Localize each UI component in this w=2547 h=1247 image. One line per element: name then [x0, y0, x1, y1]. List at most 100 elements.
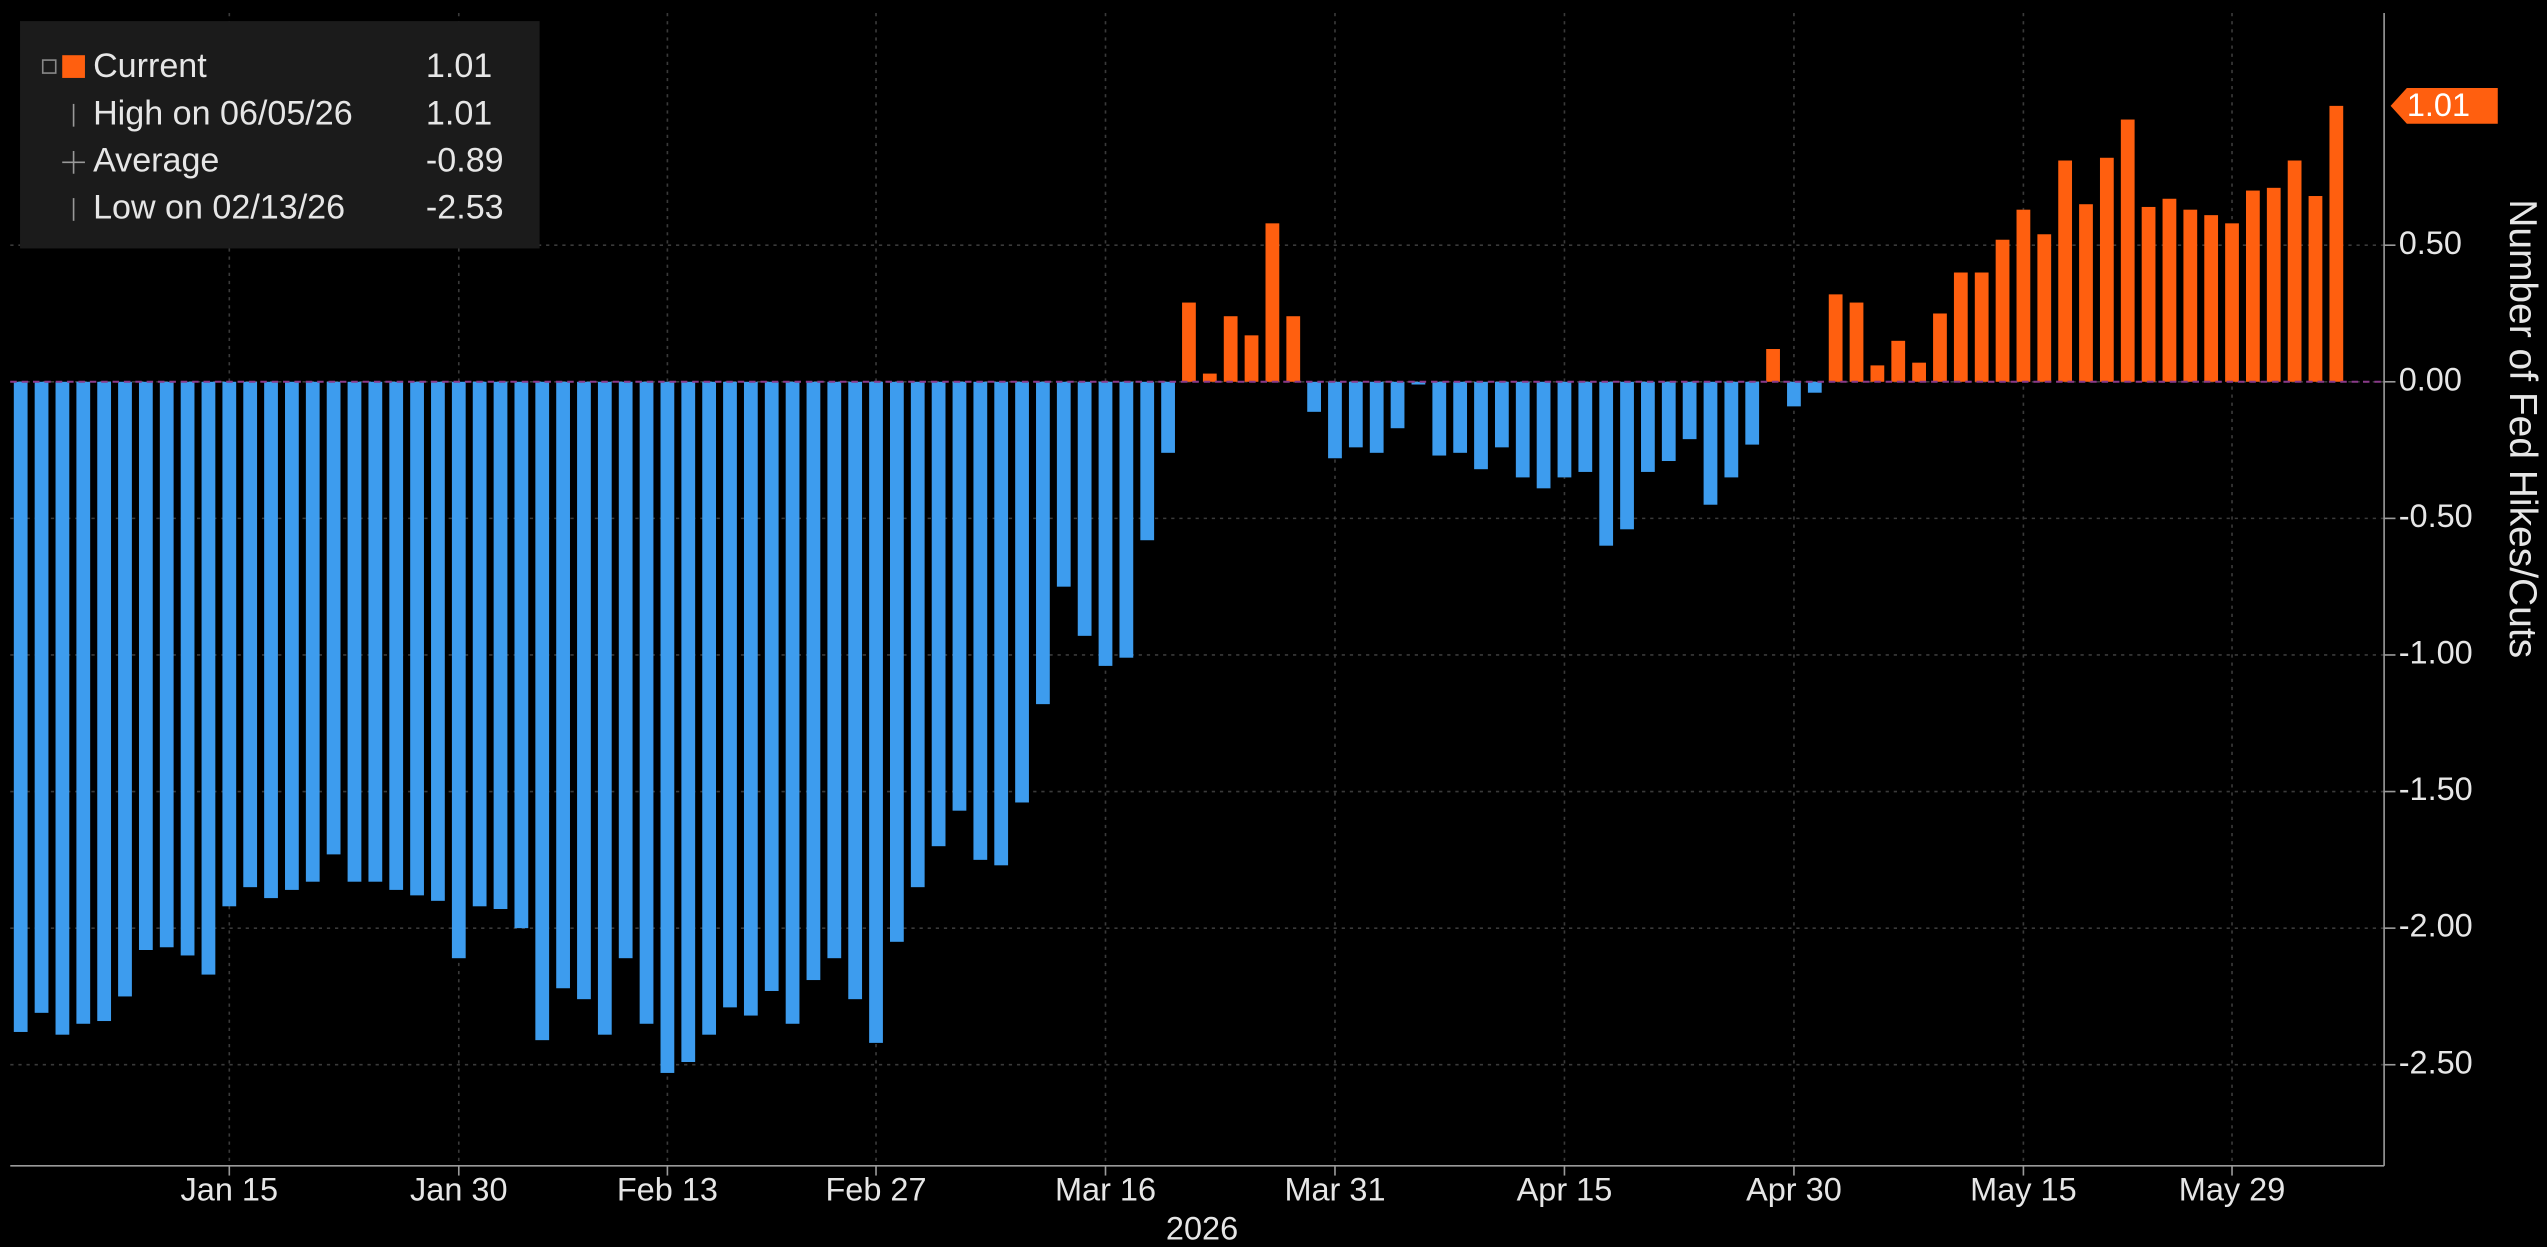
axis-layer: 0.50 0.00 -0.50 -1.00 -1.50 -2.00 -2.50 Jan 15 J… [10, 12, 2544, 1246]
current-value-marker [2390, 88, 2498, 124]
x-axis-label: 2026 [1166, 1210, 1238, 1246]
bar [305, 381, 320, 882]
bar [1828, 294, 1843, 382]
bar [389, 381, 404, 890]
bar [493, 381, 508, 910]
bar [1703, 381, 1718, 505]
bar [2079, 204, 2093, 382]
x-tick-label: Jan 15 [181, 1171, 279, 1207]
bar [1515, 381, 1530, 478]
y-tick-label: -2.50 [2399, 1044, 2473, 1080]
bar [577, 381, 591, 1000]
bar [159, 381, 174, 948]
bar [514, 381, 529, 929]
bar [1036, 381, 1050, 705]
bar [869, 381, 883, 1043]
bar [1223, 316, 1238, 382]
bar [285, 381, 299, 890]
bar [681, 381, 696, 1063]
bar [1328, 381, 1342, 459]
bar [410, 381, 424, 896]
legend: Current 1.01 High on 06/05/26 1.01 Average -0… [20, 21, 540, 249]
bar [2120, 119, 2135, 382]
bar [597, 381, 612, 1035]
legend-label: Low on 02/13/26 [93, 188, 345, 226]
bar [743, 381, 758, 1016]
legend-label: Current [93, 47, 207, 85]
y-tick-label: -1.00 [2399, 635, 2473, 671]
legend-swatch [62, 55, 85, 78]
bar [1661, 381, 1676, 462]
bar [1140, 381, 1155, 541]
bar [973, 381, 988, 860]
bar [639, 381, 654, 1024]
bar [889, 381, 904, 942]
bar [1453, 381, 1468, 453]
bar [1724, 381, 1739, 478]
bar [1286, 316, 1301, 382]
bar [1390, 381, 1405, 429]
x-tick-label: Mar 16 [1055, 1171, 1156, 1207]
bar [472, 381, 487, 907]
bar [264, 381, 278, 899]
bar [848, 381, 863, 1000]
bar [1432, 381, 1447, 456]
bar [2183, 209, 2198, 382]
x-tick-label: Feb 13 [617, 1171, 718, 1207]
x-tick-label: May 15 [1970, 1171, 2076, 1207]
bar [222, 381, 237, 907]
bar [1766, 349, 1780, 382]
x-tick-label: Mar 31 [1284, 1171, 1385, 1207]
bar [1953, 272, 1968, 382]
bar [806, 381, 821, 981]
bar [1015, 381, 1029, 803]
y-tick-label: -2.00 [2399, 908, 2473, 944]
bar [2287, 160, 2302, 382]
bar [535, 381, 550, 1041]
bar [1807, 381, 1822, 393]
bar [1682, 381, 1697, 440]
bar [1098, 381, 1113, 666]
bar [1474, 381, 1488, 470]
bar [2016, 209, 2031, 382]
bar [431, 381, 445, 901]
bar [952, 381, 967, 811]
bar [13, 381, 28, 1032]
bar [1641, 381, 1655, 472]
bar [1849, 302, 1864, 382]
bar [326, 381, 341, 855]
legend-label: High on 06/05/26 [93, 94, 353, 132]
bar [2266, 187, 2281, 382]
bar [97, 381, 112, 1022]
bar [2037, 234, 2052, 382]
bar [1182, 302, 1196, 382]
bar [1891, 340, 1906, 382]
bar [994, 381, 1009, 866]
y-tick-label: 0.50 [2399, 225, 2462, 261]
x-tick-label: May 29 [2179, 1171, 2285, 1207]
bar [368, 381, 383, 882]
y-tick-label: -1.50 [2399, 771, 2473, 807]
bar [2099, 157, 2114, 382]
bar [556, 381, 570, 989]
bar [138, 381, 153, 951]
legend-value: 1.01 [426, 94, 492, 132]
bar [1369, 381, 1384, 453]
bar [1411, 381, 1426, 385]
bar [1933, 313, 1947, 382]
bar [201, 381, 216, 975]
legend-value: -2.53 [426, 188, 504, 226]
legend-value: -0.89 [426, 141, 504, 179]
bar [764, 381, 779, 991]
bar [2308, 196, 2323, 382]
bar [2329, 105, 2344, 382]
bar [1995, 239, 2010, 382]
x-tick-label: Jan 30 [410, 1171, 508, 1207]
bar [1787, 381, 1801, 407]
y-tick-label: 0.00 [2399, 361, 2462, 397]
bar [931, 381, 946, 847]
bar [1745, 381, 1760, 445]
bar [785, 381, 800, 1024]
bar [243, 381, 258, 888]
x-tick-label: Apr 30 [1746, 1171, 1842, 1207]
